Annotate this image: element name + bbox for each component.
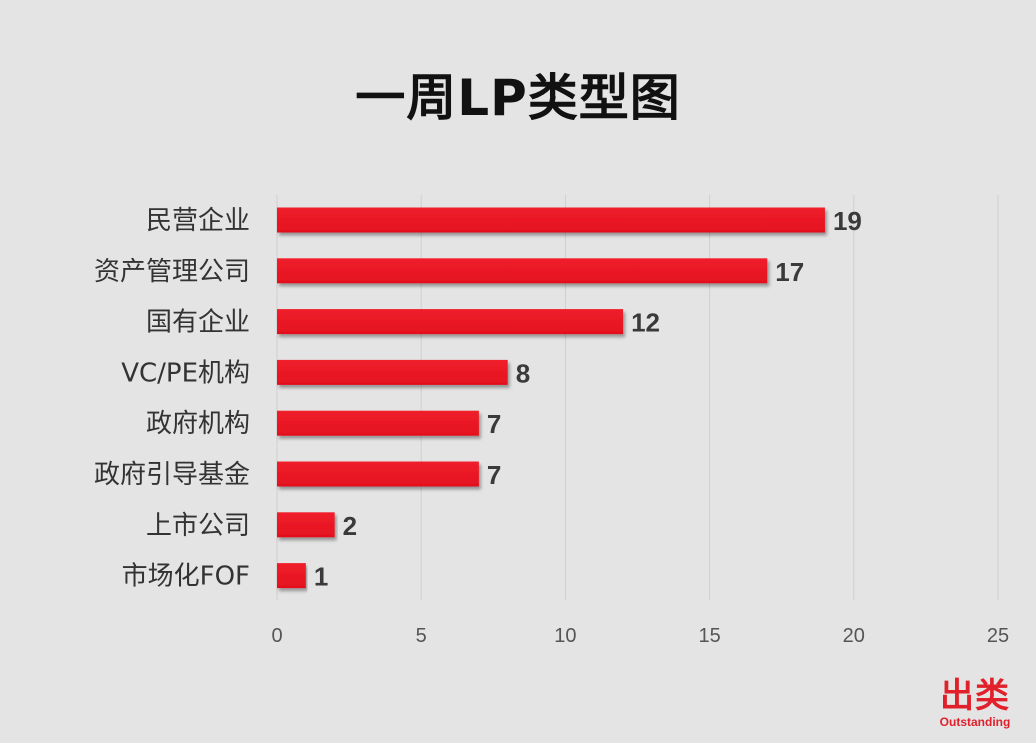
category-label: 政府机构 bbox=[146, 409, 250, 439]
bar bbox=[277, 258, 768, 284]
bar bbox=[277, 207, 825, 233]
data-label: 7 bbox=[487, 409, 501, 439]
category-label: 上市公司 bbox=[146, 511, 250, 541]
bar bbox=[277, 512, 335, 538]
bar bbox=[277, 410, 479, 436]
category-label: 市场化FOF bbox=[122, 562, 250, 592]
data-label: 1 bbox=[314, 562, 328, 592]
x-tick-label: 0 bbox=[271, 625, 282, 647]
category-label: 政府引导基金 bbox=[94, 460, 250, 490]
category-label: 资产管理公司 bbox=[94, 257, 250, 287]
logo-english-text: Outstanding bbox=[939, 715, 1011, 729]
x-tick-label: 20 bbox=[843, 625, 865, 647]
chart-title: 一周LP类型图 bbox=[355, 69, 681, 127]
data-label: 19 bbox=[833, 206, 862, 236]
bar bbox=[277, 309, 624, 335]
data-label: 17 bbox=[775, 257, 804, 287]
bar bbox=[277, 563, 306, 589]
bar bbox=[277, 359, 508, 385]
data-label: 2 bbox=[343, 511, 357, 541]
x-tick-label: 15 bbox=[698, 625, 720, 647]
x-tick-label: 5 bbox=[416, 625, 427, 647]
category-label: VC/PE机构 bbox=[121, 358, 250, 388]
category-label: 民营企业 bbox=[146, 206, 250, 236]
x-tick-label: 10 bbox=[554, 625, 576, 647]
category-label: 国有企业 bbox=[146, 308, 250, 338]
data-label: 12 bbox=[631, 308, 660, 338]
x-tick-label: 25 bbox=[987, 625, 1009, 647]
data-label: 7 bbox=[487, 460, 501, 490]
bar bbox=[277, 461, 479, 487]
brand-logo: 出类 Outstanding bbox=[930, 677, 1020, 729]
data-label: 8 bbox=[516, 358, 530, 388]
logo-chinese-text: 出类 bbox=[940, 676, 1010, 716]
